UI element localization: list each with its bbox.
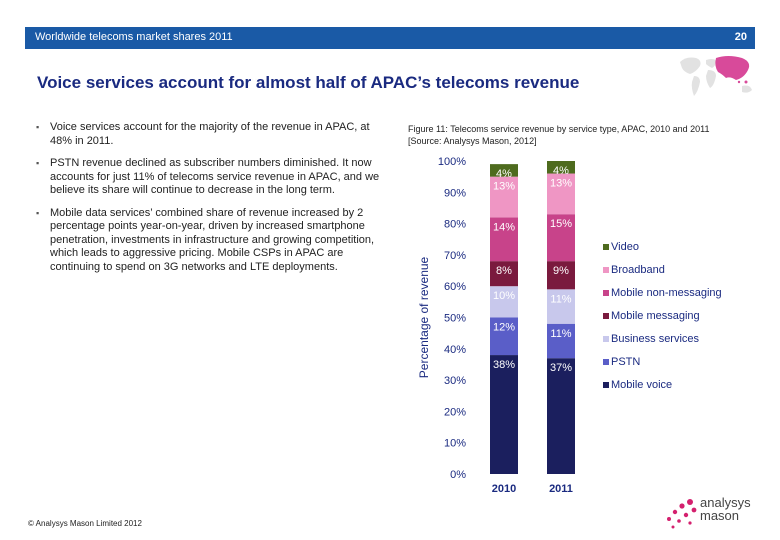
y-tick-label: 50% xyxy=(444,313,466,325)
legend-label: Mobile non-messaging xyxy=(611,287,722,299)
data-label: 13% xyxy=(550,178,572,190)
bar-segment xyxy=(490,261,518,287)
legend-label: Mobile voice xyxy=(611,379,672,391)
data-label: 4% xyxy=(553,165,569,177)
bar-segment xyxy=(547,289,575,324)
bar-segment xyxy=(490,355,518,474)
legend-swatch xyxy=(603,313,609,319)
header-bar: Worldwide telecoms market shares 2011 20 xyxy=(25,27,755,49)
data-label: 9% xyxy=(553,265,569,277)
y-tick-label: 10% xyxy=(444,438,466,450)
bar-segment xyxy=(490,217,518,262)
data-label: 10% xyxy=(493,290,515,302)
data-label: 15% xyxy=(550,218,572,230)
legend-swatch xyxy=(603,267,609,273)
bar-segment xyxy=(547,358,575,474)
legend-swatch xyxy=(603,359,609,365)
data-label: 11% xyxy=(550,328,571,340)
stacked-bar-chart: Percentage of revenue 0% 10% 20% 30% 40% 50% 60… xyxy=(417,156,722,495)
y-tick-label: 80% xyxy=(444,219,466,231)
bullet-item: ▪ PSTN revenue declined as subscriber nu… xyxy=(36,157,381,198)
data-label: 4% xyxy=(496,168,512,180)
bar-segment xyxy=(490,317,518,356)
bullet-list: ▪ Voice services account for the majorit… xyxy=(36,121,381,283)
legend-label: Broadband xyxy=(611,264,665,276)
legend-swatch xyxy=(603,336,609,342)
analysys-mason-logo-icon xyxy=(667,499,697,529)
y-axis-label: Percentage of revenue xyxy=(417,256,431,378)
y-tick-label: 100% xyxy=(438,156,466,168)
data-label: 37% xyxy=(550,362,572,374)
bar-segment xyxy=(490,286,518,318)
data-label: 8% xyxy=(496,265,512,277)
bullet-item: ▪ Mobile data services’ combined share o… xyxy=(36,207,381,275)
bar-segment xyxy=(547,323,575,359)
header-title: Worldwide telecoms market shares 2011 xyxy=(35,31,233,43)
bullet-marker: ▪ xyxy=(36,122,40,132)
y-tick-label: 70% xyxy=(444,250,466,262)
bullet-item: ▪ Voice services account for the majorit… xyxy=(36,121,381,148)
y-tick-label: 90% xyxy=(444,187,466,199)
figure-caption-title: Figure 11: Telecoms service revenue by s… xyxy=(408,124,710,134)
data-label: 13% xyxy=(493,181,515,193)
legend-label: Business services xyxy=(611,333,700,345)
y-tick-label: 30% xyxy=(444,375,466,387)
bar-segment xyxy=(490,164,518,177)
bullet-text: PSTN revenue declined as subscriber numb… xyxy=(50,157,380,196)
y-tick-label: 20% xyxy=(444,406,466,418)
figure-caption-source: [Source: Analysys Mason, 2012] xyxy=(408,136,537,146)
y-tick-label: 60% xyxy=(444,281,466,293)
bar-segment xyxy=(547,173,575,215)
x-tick-label: 2010 xyxy=(492,483,516,495)
figure-caption: Figure 11: Telecoms service revenue by s… xyxy=(408,123,778,147)
legend-swatch xyxy=(603,382,609,388)
legend-label: PSTN xyxy=(611,356,640,368)
legend-label: Mobile messaging xyxy=(611,310,700,322)
data-label: 14% xyxy=(493,221,515,233)
data-label: 12% xyxy=(493,322,515,334)
slide-heading: Voice services account for almost half o… xyxy=(37,73,580,92)
legend-swatch xyxy=(603,244,609,250)
copyright-footer: © Analysys Mason Limited 2012 xyxy=(28,519,142,528)
world-map-icon xyxy=(680,56,752,96)
logo-line1: analysys xyxy=(700,495,751,510)
legend-swatch xyxy=(603,290,609,296)
logo-line2: mason xyxy=(700,508,740,523)
legend-label: Video xyxy=(611,241,639,253)
page-number: 20 xyxy=(734,31,747,43)
bullet-text: Voice services account for the majority … xyxy=(50,121,370,147)
bar-segment xyxy=(547,261,575,290)
data-label: 38% xyxy=(493,359,515,371)
bar-segment xyxy=(547,214,575,262)
data-label: 11% xyxy=(550,293,571,305)
analysys-mason-logo: analysys mason xyxy=(700,496,751,522)
bullet-marker: ▪ xyxy=(36,207,40,218)
y-tick-label: 40% xyxy=(444,344,466,356)
bullet-text: Mobile data services’ combined share of … xyxy=(50,206,375,273)
x-tick-label: 2011 xyxy=(549,483,573,495)
y-tick-label: 0% xyxy=(450,469,466,481)
bullet-marker: ▪ xyxy=(36,158,40,168)
bar-segment xyxy=(490,176,518,218)
bar-segment xyxy=(547,161,575,174)
